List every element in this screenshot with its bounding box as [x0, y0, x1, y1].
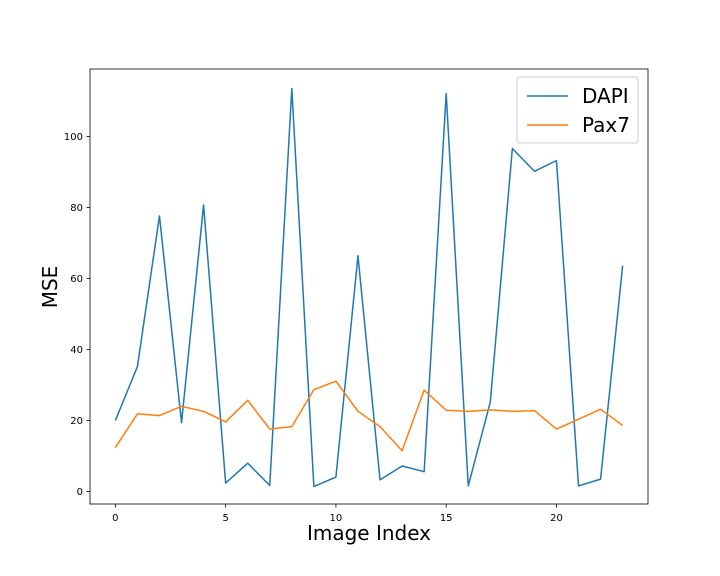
y-tick-label: 0	[77, 487, 83, 498]
series-line-pax7	[114, 380, 624, 452]
y-axis-ticks: 0 20 40 60 80 100	[64, 132, 90, 498]
series-line-dapi	[114, 87, 624, 488]
legend-label-pax7: Pax7	[582, 113, 630, 137]
y-axis-label: MSE	[38, 266, 62, 309]
legend: DAPI Pax7	[516, 76, 639, 144]
legend-box	[516, 76, 639, 144]
x-axis-ticks: 0 5 10 15 20	[112, 504, 563, 524]
x-tick-label: 15	[440, 513, 453, 524]
x-tick-label: 10	[330, 513, 343, 524]
y-tick-label: 80	[70, 203, 83, 214]
y-tick-label: 60	[70, 274, 83, 285]
y-tick-label: 20	[70, 416, 83, 427]
x-axis-label: Image Index	[307, 521, 431, 545]
y-tick-label: 100	[64, 132, 83, 143]
x-tick-label: 20	[550, 513, 563, 524]
plot-frame	[89, 68, 649, 505]
x-tick-label: 5	[222, 513, 228, 524]
legend-label-dapi: DAPI	[582, 84, 629, 108]
x-tick-label: 0	[112, 513, 118, 524]
y-tick-label: 40	[70, 345, 83, 356]
series-layer	[114, 87, 624, 488]
